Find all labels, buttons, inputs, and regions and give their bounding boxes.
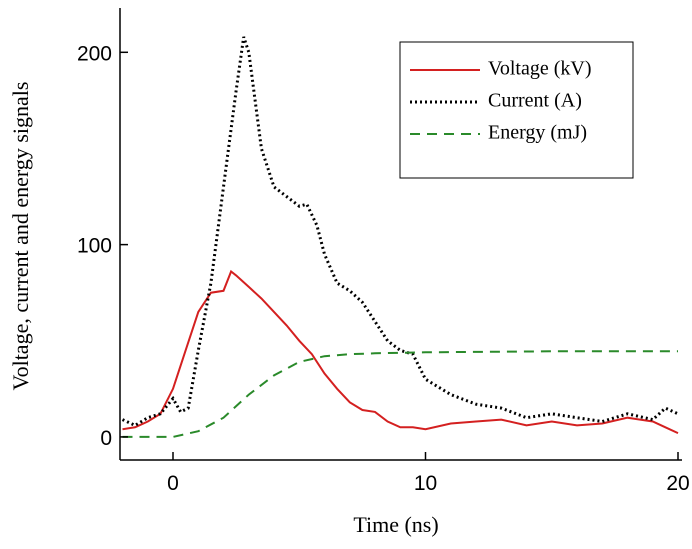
legend-label: Current (A) <box>488 90 582 112</box>
x-tick-label: 0 <box>167 472 179 495</box>
plot-area <box>121 36 679 438</box>
legend-box <box>399 41 634 179</box>
y-tick-label: 0 <box>100 427 112 450</box>
x-tick-label: 20 <box>666 472 689 495</box>
series-line <box>122 350 678 438</box>
legend-label: Energy (mJ) <box>488 122 587 144</box>
legend-label: Voltage (kV) <box>488 58 592 80</box>
y-tick-label: 100 <box>77 235 112 258</box>
y-tick-label: 200 <box>77 42 112 65</box>
x-tick-label: 10 <box>414 472 437 495</box>
series-line <box>122 269 679 435</box>
x-axis-label: Time (ns) <box>353 512 438 537</box>
series-line <box>121 36 679 428</box>
y-axis-label: Voltage, current and energy signals <box>8 82 33 391</box>
